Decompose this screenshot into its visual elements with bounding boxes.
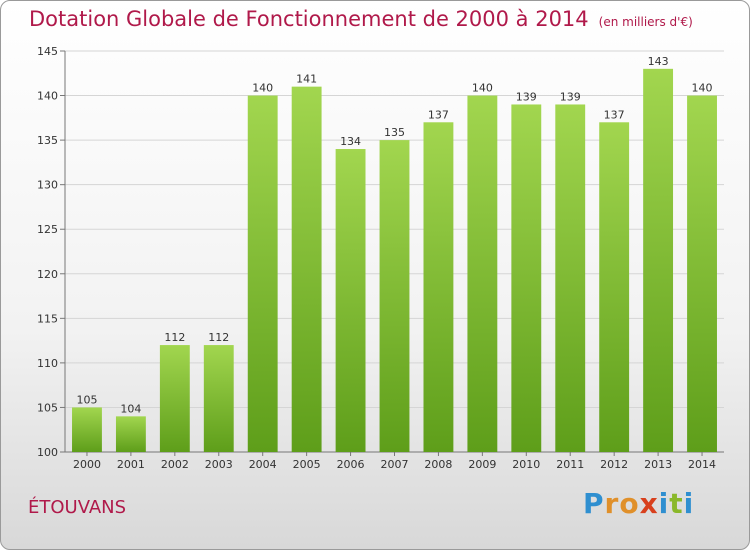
x-tick-label: 2001 [117, 458, 145, 471]
y-tick-label: 130 [37, 179, 58, 192]
x-tick-label: 2000 [73, 458, 101, 471]
bar [115, 416, 146, 452]
y-tick-label: 125 [37, 223, 58, 236]
bar [599, 122, 630, 453]
x-tick-label: 2004 [249, 458, 277, 471]
x-tick-label: 2014 [688, 458, 716, 471]
bar [203, 345, 234, 452]
bar-value-label: 112 [164, 331, 185, 344]
x-tick-label: 2012 [600, 458, 628, 471]
bar-value-label: 134 [340, 135, 361, 148]
x-tick-label: 2003 [205, 458, 233, 471]
logo-letter: r [604, 487, 620, 520]
bar-value-label: 140 [252, 82, 273, 95]
y-tick-label: 140 [37, 90, 58, 103]
y-tick-label: 105 [37, 401, 58, 414]
x-tick-label: 2006 [337, 458, 365, 471]
logo-letter: o [619, 487, 640, 520]
y-tick-label: 145 [37, 45, 58, 58]
y-tick-label: 135 [37, 134, 58, 147]
logo-letter: x [639, 487, 659, 520]
bar [511, 104, 542, 452]
bar-value-label: 137 [428, 108, 449, 121]
logo-letter: P [583, 487, 605, 520]
commune-name: ÉTOUVANS [28, 497, 127, 518]
bar-value-label: 139 [560, 90, 581, 103]
bar [335, 149, 366, 452]
bar [291, 86, 322, 453]
bar [643, 68, 674, 453]
bar [72, 407, 102, 452]
y-tick-label: 110 [37, 357, 58, 370]
x-tick-label: 2007 [381, 458, 409, 471]
logo-letter: i [683, 487, 695, 520]
x-tick-label: 2010 [512, 458, 540, 471]
bar-value-label: 139 [516, 90, 537, 103]
bar-value-label: 112 [208, 331, 229, 344]
bar-value-label: 105 [76, 393, 97, 406]
x-tick-label: 2011 [556, 458, 584, 471]
bar-value-label: 137 [604, 108, 625, 121]
bar-value-label: 141 [296, 73, 317, 86]
chart-title: Dotation Globale de Fonctionnement de 20… [29, 7, 693, 31]
bar [247, 95, 278, 453]
x-tick-label: 2002 [161, 458, 189, 471]
bar-value-label: 140 [692, 82, 713, 95]
bar [687, 95, 717, 453]
bar-value-label: 135 [384, 126, 405, 139]
bar-value-label: 143 [648, 55, 669, 68]
bar [555, 104, 586, 452]
y-tick-label: 120 [37, 268, 58, 281]
logo-letter: i [658, 487, 670, 520]
proxiti-logo: Proxiti [583, 487, 694, 520]
chart-unit: (en milliers d'€) [598, 15, 693, 29]
y-tick-label: 115 [37, 312, 58, 325]
x-tick-label: 2013 [644, 458, 672, 471]
x-tick-label: 2005 [293, 458, 321, 471]
bar [423, 122, 454, 453]
bar-value-label: 140 [472, 82, 493, 95]
logo-letter: t [669, 487, 684, 520]
y-tick-label: 100 [37, 446, 58, 459]
bar-value-label: 104 [120, 402, 141, 415]
x-tick-label: 2008 [424, 458, 452, 471]
x-tick-label: 2009 [468, 458, 496, 471]
bar [159, 345, 190, 452]
bar [467, 95, 498, 453]
bar [379, 140, 410, 452]
